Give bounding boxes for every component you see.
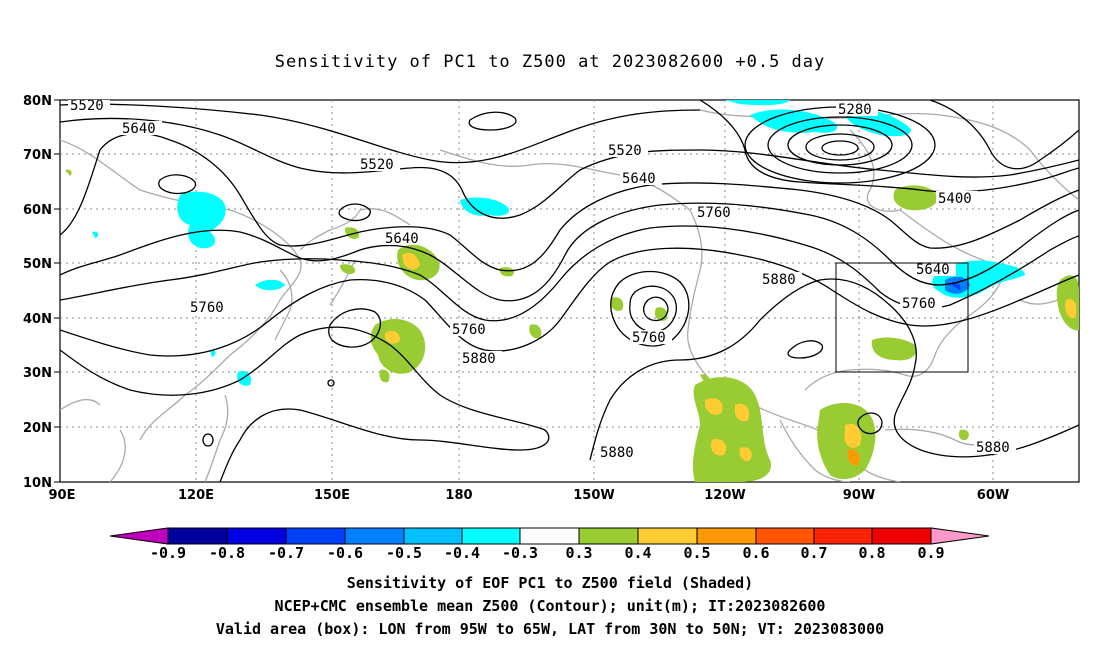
colorbar-label: 0.9 bbox=[917, 544, 944, 562]
contour-label: 5280 bbox=[838, 102, 872, 118]
lat-label: 50N bbox=[23, 257, 52, 272]
lon-label: 90E bbox=[49, 488, 76, 503]
footer-line-contour: NCEP+CMC ensemble mean Z500 (Contour); u… bbox=[274, 597, 826, 615]
lon-label: 120E bbox=[178, 488, 214, 503]
colorbar-label: -0.7 bbox=[268, 544, 304, 562]
colorbar-cell bbox=[344, 527, 405, 545]
colorbar-cell bbox=[637, 527, 698, 545]
colorbar-label: 0.3 bbox=[565, 544, 592, 562]
colorbar-cell bbox=[755, 527, 815, 545]
colorbar-label: 0.8 bbox=[858, 544, 885, 562]
map-title: Sensitivity of PC1 to Z500 at 2023082600… bbox=[274, 52, 826, 72]
contour-label: 5520 bbox=[608, 143, 642, 159]
contour-label: 5760 bbox=[632, 330, 666, 346]
lon-label: 120W bbox=[704, 488, 745, 503]
colorbar-label: -0.5 bbox=[386, 544, 422, 562]
positive-sensitivity-shading bbox=[65, 169, 1079, 482]
lon-label: 60W bbox=[977, 488, 1009, 503]
contour-label: 5640 bbox=[916, 262, 950, 278]
lat-label: 40N bbox=[23, 312, 52, 327]
contour-label: 5880 bbox=[462, 351, 496, 367]
contour-label: 5400 bbox=[938, 191, 972, 207]
colorbar-label: -0.9 bbox=[150, 544, 186, 562]
lat-label: 30N bbox=[23, 366, 52, 381]
colorbar-label: 0.7 bbox=[800, 544, 827, 562]
contour-label: 5760 bbox=[190, 300, 224, 316]
contour-label: 5520 bbox=[360, 157, 394, 173]
colorbar-cell bbox=[813, 527, 873, 545]
colorbar-label: -0.6 bbox=[327, 544, 363, 562]
footer-line-valid-area: Valid area (box): LON from 95W to 65W, L… bbox=[215, 620, 885, 638]
contour-label: 5640 bbox=[385, 231, 419, 247]
lon-label: 180 bbox=[445, 488, 472, 503]
lon-label: 90W bbox=[843, 488, 875, 503]
lat-ticks bbox=[54, 99, 60, 483]
colorbar-cell bbox=[461, 527, 521, 545]
colorbar-cell bbox=[403, 527, 463, 545]
colorbar-label: -0.3 bbox=[502, 544, 538, 562]
valid-area-box bbox=[835, 262, 969, 373]
colorbar-cell bbox=[519, 527, 580, 545]
contour-label: 5880 bbox=[762, 272, 796, 288]
colorbar-label: 0.6 bbox=[742, 544, 769, 562]
colorbar-label: 0.4 bbox=[624, 544, 651, 562]
contour-label: 5880 bbox=[976, 440, 1010, 456]
colorbar-cell bbox=[226, 527, 287, 545]
colorbar-label: -0.8 bbox=[209, 544, 245, 562]
contour-label: 5640 bbox=[122, 121, 156, 137]
colorbar-cell bbox=[696, 527, 757, 545]
colorbar-label: -0.4 bbox=[444, 544, 480, 562]
contour-label: 5760 bbox=[902, 296, 936, 312]
colorbar-high-triangle bbox=[930, 527, 990, 545]
colorbar-labels: -0.9 -0.8 -0.7 -0.6 -0.5 -0.4 -0.3 0.3 0… bbox=[150, 544, 945, 562]
contour-label: 5880 bbox=[600, 445, 634, 461]
colorbar-cell bbox=[167, 527, 228, 545]
colorbar bbox=[109, 527, 990, 545]
lon-label: 150E bbox=[314, 488, 350, 503]
lat-label: 60N bbox=[23, 203, 52, 218]
map-frame bbox=[59, 99, 1080, 483]
colorbar-cell bbox=[578, 527, 639, 545]
contour-label: 5760 bbox=[452, 322, 486, 338]
footer-line-shaded: Sensitivity of EOF PC1 to Z500 field (Sh… bbox=[346, 574, 754, 592]
colorbar-low-triangle bbox=[109, 527, 169, 545]
lat-label: 70N bbox=[23, 148, 52, 163]
colorbar-label: 0.5 bbox=[683, 544, 710, 562]
lat-label: 80N bbox=[23, 94, 52, 109]
colorbar-cell bbox=[871, 527, 932, 545]
contour-label: 5640 bbox=[622, 171, 656, 187]
latitude-labels: 80N 70N 60N 50N 40N 30N 20N 10N bbox=[23, 94, 52, 491]
lat-label: 20N bbox=[23, 421, 52, 436]
colorbar-cell bbox=[285, 527, 346, 545]
longitude-labels: 90E 120E 150E 180 150W 120W 90W 60W bbox=[49, 488, 1010, 503]
contour-label: 5520 bbox=[70, 98, 104, 114]
contour-labels: 5520 5640 5520 5640 5760 5520 5640 5760 … bbox=[68, 98, 1016, 461]
lat-label: 10N bbox=[23, 476, 52, 491]
lon-label: 150W bbox=[573, 488, 614, 503]
contour-label: 5760 bbox=[697, 205, 731, 221]
